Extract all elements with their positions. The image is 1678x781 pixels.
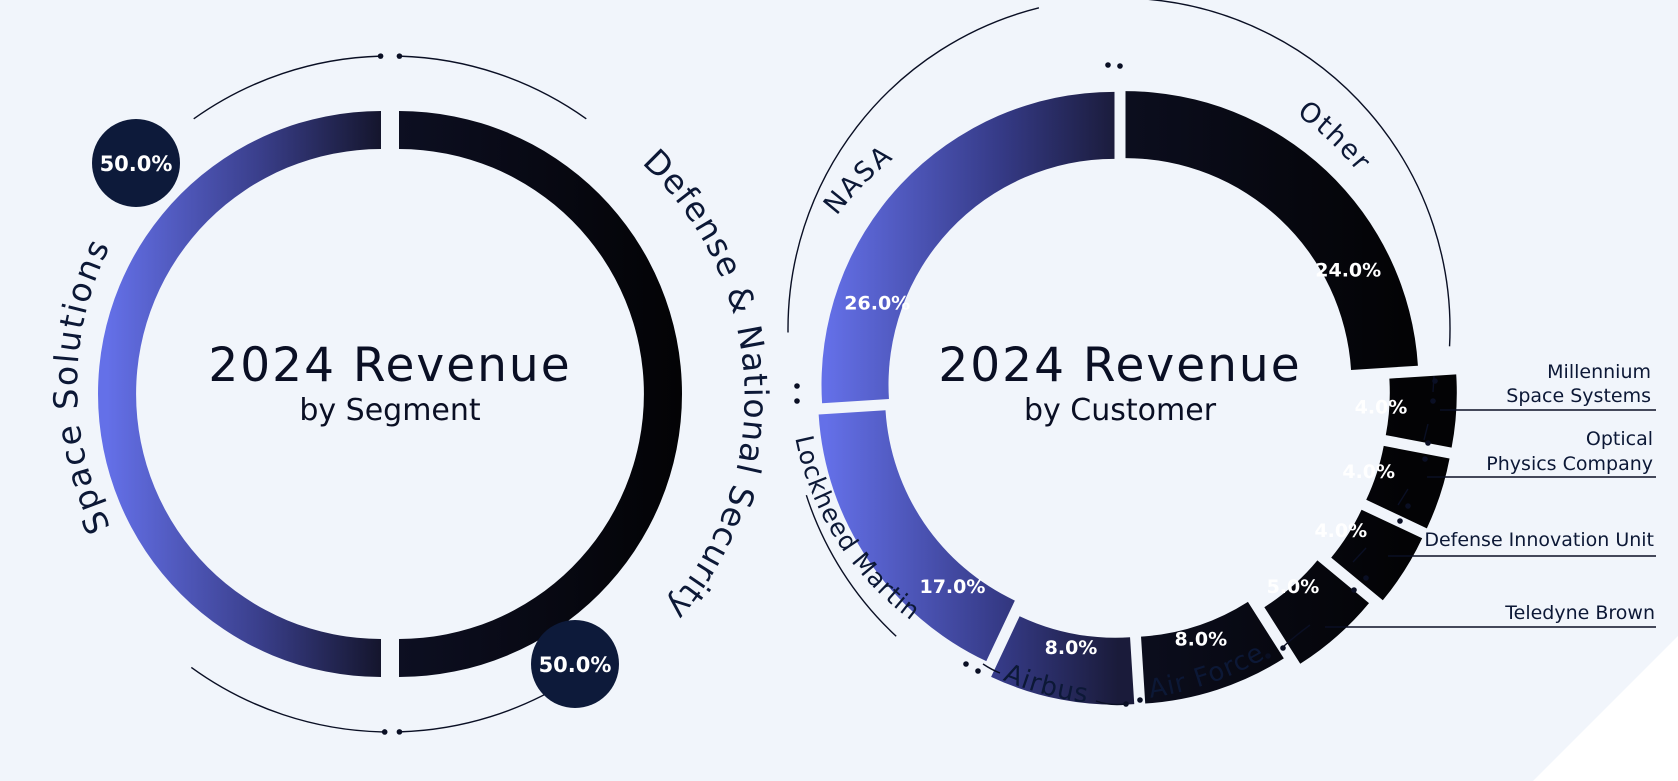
- connector-defense-innovation: [1397, 488, 1409, 506]
- outer-dot: [794, 383, 800, 389]
- connector-millennium: [1432, 375, 1435, 393]
- outer-dot: [1397, 518, 1403, 524]
- value-label-defense-national-security: 50.0%: [539, 653, 612, 677]
- outer-arc-defense-top: [399, 55, 587, 120]
- slice-optical-physics-company: [1366, 445, 1450, 529]
- customer-outer-lines: [787, 0, 1451, 707]
- customer-slices: [818, 91, 1457, 705]
- outer-arc-air-force-end: [1283, 624, 1311, 647]
- customer-chart: 24.0%4.0%4.0%4.0%5.0%8.0%8.0%17.0%26.0% …: [787, 0, 1656, 710]
- value-label-optical-physics-company: 4.0%: [1342, 461, 1395, 483]
- outer-dot: [1123, 701, 1129, 707]
- slice-defense-national-security: [399, 111, 682, 677]
- side-label-defense-innovation-unit: Defense Innovation Unit: [1424, 529, 1654, 551]
- segment-chart-subtitle: by Segment: [299, 393, 481, 428]
- outer-dot: [1425, 440, 1431, 446]
- value-label-nasa: 26.0%: [844, 293, 910, 315]
- value-label-space-solutions: 50.0%: [100, 152, 173, 176]
- outer-arc-lockheed-martin: [805, 494, 897, 637]
- value-label-defense-innovation-unit: 4.0%: [1314, 520, 1367, 542]
- segment-chart-title: 2024 Revenue: [208, 338, 571, 393]
- value-badge-space-solutions: [92, 119, 180, 207]
- outer-arc-space-solutions-bottom: [190, 666, 385, 733]
- outer-arc-airbus-start: [982, 663, 1001, 674]
- slice-teledyne-brown: [1264, 560, 1370, 664]
- slice-airbus: [991, 616, 1135, 705]
- customer-chart-title: 2024 Revenue: [938, 338, 1301, 393]
- side-label-millennium-line2: Space Systems: [1506, 385, 1651, 407]
- outer-arc-space-solutions-top: [193, 55, 381, 120]
- slice-nasa: [821, 91, 1115, 404]
- segment-slices: [98, 111, 682, 677]
- outer-dot: [963, 661, 969, 667]
- side-label-optical-line2: Physics Company: [1486, 453, 1653, 475]
- outer-arc-other: [1148, 0, 1451, 347]
- segment-chart: Space Solutions Defense & National Secur…: [46, 53, 775, 735]
- slice-millennium-space-systems: [1385, 374, 1457, 448]
- outer-dot: [396, 53, 403, 59]
- connector-optical: [1423, 423, 1429, 441]
- outer-dot: [1351, 587, 1357, 593]
- side-label-optical-line1: Optical: [1586, 428, 1653, 450]
- value-label-millennium-space-systems: 4.0%: [1355, 396, 1408, 418]
- outer-dot: [377, 53, 384, 59]
- corner-decoration: [1533, 636, 1678, 781]
- side-label-millennium-line1: Millennium: [1547, 361, 1651, 383]
- outer-dot: [1430, 398, 1436, 404]
- customer-value-labels: 24.0% 4.0% 4.0% 4.0% 5.0% 8.0% 8.0% 17.0% 26.0%: [844, 260, 1407, 659]
- slice-defense-innovation-unit: [1331, 509, 1423, 601]
- outer-dot: [396, 729, 403, 735]
- outer-dot: [1432, 378, 1438, 384]
- outer-dot: [1280, 645, 1286, 651]
- value-label-lockheed-martin: 17.0%: [919, 576, 985, 598]
- outer-dot: [1105, 62, 1111, 68]
- outer-dot: [975, 668, 981, 674]
- outer-dot: [381, 729, 388, 735]
- outer-dot: [1117, 63, 1123, 69]
- value-label-teledyne-brown: 5.0%: [1267, 576, 1320, 598]
- slice-lockheed-martin: [818, 410, 1015, 662]
- outer-dot: [1137, 697, 1143, 703]
- value-badge-defense-national-security: [531, 620, 619, 708]
- outer-dot: [1363, 575, 1369, 581]
- outer-arc-nasa: [787, 7, 1040, 333]
- customer-chart-subtitle: by Customer: [1024, 393, 1217, 428]
- outer-dot: [1422, 456, 1428, 462]
- connector-teledyne: [1352, 547, 1367, 563]
- side-label-teledyne-brown: Teledyne Brown: [1504, 602, 1655, 624]
- slice-air-force: [1141, 601, 1284, 704]
- outer-dot: [1405, 503, 1411, 509]
- value-label-airbus: 8.0%: [1045, 637, 1098, 659]
- value-label-other: 24.0%: [1315, 260, 1381, 282]
- slice-space-solutions: [98, 111, 381, 677]
- outer-dot: [794, 398, 800, 404]
- value-label-air-force: 8.0%: [1174, 629, 1227, 651]
- slice-other: [1125, 91, 1418, 370]
- outer-dot: [1265, 653, 1271, 659]
